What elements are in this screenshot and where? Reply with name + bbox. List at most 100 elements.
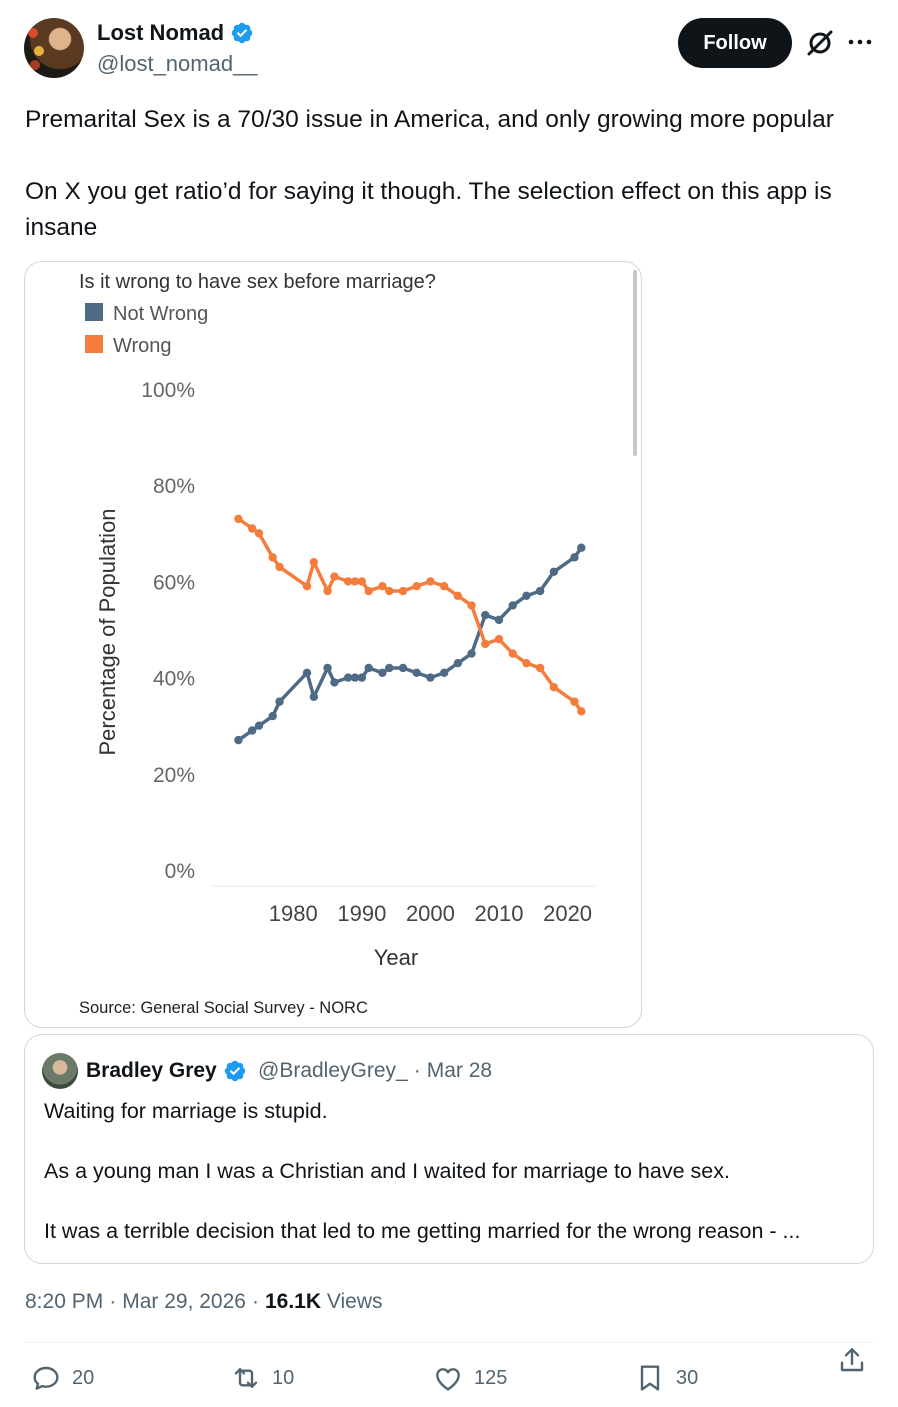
- author-handle[interactable]: @lost_nomad__: [97, 51, 258, 76]
- data-point-not-wrong: [323, 663, 332, 673]
- data-point-not-wrong: [330, 678, 339, 687]
- quote-separator: ·: [413, 1059, 421, 1082]
- reply-button[interactable]: 20: [30, 1362, 94, 1394]
- quote-paragraph: Waiting for marriage is stupid.: [44, 1099, 328, 1123]
- quote-handle[interactable]: @BradleyGrey_: [258, 1059, 408, 1082]
- verified-badge-icon: [224, 1060, 245, 1082]
- data-point-wrong: [570, 697, 579, 706]
- data-point-wrong: [467, 601, 476, 610]
- data-point-wrong: [426, 577, 435, 586]
- y-tick-label: 60%: [153, 571, 195, 594]
- data-point-wrong: [247, 524, 257, 533]
- divider: [24, 1342, 874, 1343]
- chart-scrollbar[interactable]: [633, 270, 637, 456]
- quote-text: Waiting for marriage is stupid. As a you…: [44, 1096, 859, 1246]
- quote-tweet-card[interactable]: [24, 1034, 874, 1264]
- data-point-wrong: [577, 707, 586, 716]
- y-tick-label: 40%: [153, 668, 195, 691]
- verified-badge-icon: [231, 22, 253, 44]
- data-point-not-wrong: [350, 673, 360, 682]
- data-point-wrong: [522, 658, 531, 668]
- data-point-not-wrong: [378, 668, 387, 677]
- data-point-not-wrong: [535, 586, 545, 596]
- quote-paragraph: It was a terrible decision that led to m…: [44, 1219, 801, 1243]
- views-group[interactable]: 16.1K Views: [265, 1290, 383, 1314]
- quote-author-name-text[interactable]: Bradley Grey: [86, 1059, 217, 1082]
- data-point-wrong: [309, 557, 319, 567]
- tweet-paragraph: Premarital Sex is a 70/30 issue in Ameri…: [25, 106, 834, 133]
- views-count: 16.1K: [264, 1290, 322, 1313]
- data-point-not-wrong: [268, 711, 277, 721]
- data-point-not-wrong: [343, 673, 353, 682]
- tweet-date[interactable]: Mar 29, 2026: [122, 1290, 246, 1313]
- data-point-not-wrong: [234, 735, 243, 745]
- data-point-wrong: [357, 577, 367, 586]
- x-tick-label: 2000: [406, 901, 455, 926]
- like-button[interactable]: 125: [432, 1362, 507, 1394]
- share-icon: [840, 1348, 864, 1372]
- data-point-wrong: [302, 582, 312, 591]
- x-tick-label: 1990: [337, 901, 386, 926]
- data-point-not-wrong: [412, 668, 421, 677]
- tweet-paragraph: On X you get ratio’d for saying it thoug…: [25, 178, 832, 241]
- data-point-wrong: [535, 663, 545, 673]
- timestamp-separator: ·: [251, 1290, 259, 1313]
- data-point-wrong: [481, 639, 490, 649]
- data-point-wrong: [254, 529, 264, 538]
- bookmark-count: 30: [676, 1366, 699, 1389]
- data-point-not-wrong: [453, 658, 463, 668]
- data-point-not-wrong: [522, 591, 531, 601]
- timestamp-separator: ·: [109, 1290, 117, 1313]
- quote-paragraph: As a young man I was a Christian and I w…: [44, 1159, 730, 1183]
- repost-button[interactable]: 10: [230, 1362, 294, 1394]
- data-point-not-wrong: [549, 567, 559, 576]
- data-point-not-wrong: [467, 649, 476, 658]
- bookmark-icon: [640, 1365, 660, 1391]
- data-point-not-wrong: [398, 663, 408, 673]
- legend-swatch-wrong: [85, 335, 103, 353]
- legend-swatch-not-wrong: [85, 303, 103, 321]
- data-point-not-wrong: [275, 697, 284, 706]
- data-point-not-wrong: [309, 692, 319, 702]
- bookmark-button[interactable]: 30: [634, 1362, 698, 1394]
- tweet-text: Premarital Sex is a 70/30 issue in Ameri…: [25, 102, 875, 246]
- like-count: 125: [474, 1366, 508, 1389]
- data-point-not-wrong: [570, 553, 579, 562]
- series-line-not-wrong: [237, 546, 583, 742]
- y-tick-label: 0%: [165, 860, 195, 883]
- reply-icon: [33, 1366, 59, 1390]
- chart-image[interactable]: Is it wrong to have sex before marriage?…: [24, 261, 642, 1028]
- data-point-not-wrong: [302, 668, 312, 677]
- data-point-not-wrong: [364, 663, 373, 673]
- author-avatar[interactable]: [24, 18, 84, 78]
- author-name[interactable]: Lost Nomad: [97, 20, 254, 46]
- author-name-text[interactable]: Lost Nomad: [97, 20, 225, 45]
- data-point-wrong: [453, 591, 463, 601]
- data-point-wrong: [275, 562, 284, 572]
- y-tick-label: 20%: [153, 764, 195, 787]
- data-point-wrong: [343, 577, 353, 586]
- legend-label-not-wrong: Not Wrong: [113, 303, 208, 325]
- data-point-not-wrong: [577, 543, 586, 552]
- tweet-time[interactable]: 8:20 PM: [25, 1290, 104, 1313]
- x-axis-label: Year: [374, 945, 418, 970]
- x-tick-label: 1980: [269, 901, 318, 926]
- data-point-not-wrong: [254, 721, 264, 730]
- chart-title: Is it wrong to have sex before marriage?: [79, 271, 436, 293]
- quote-date[interactable]: Mar 28: [426, 1059, 493, 1082]
- like-icon: [436, 1368, 460, 1391]
- legend-label-wrong: Wrong: [113, 335, 172, 357]
- quote-avatar[interactable]: [42, 1053, 78, 1089]
- series-line-wrong: [237, 517, 583, 713]
- quote-meta: @BradleyGrey_ · Mar 28: [258, 1059, 492, 1083]
- data-point-not-wrong: [439, 668, 449, 677]
- quote-author-name[interactable]: Bradley Grey: [86, 1059, 247, 1083]
- grok-icon[interactable]: [804, 27, 836, 59]
- data-point-not-wrong: [357, 673, 367, 682]
- y-tick-label: 80%: [153, 475, 195, 498]
- tweet-timestamp: 8:20 PM · Mar 29, 2026 · 16.1K Views: [25, 1290, 383, 1314]
- data-point-not-wrong: [247, 726, 257, 735]
- follow-button[interactable]: Follow: [678, 18, 792, 68]
- share-button[interactable]: [836, 1344, 868, 1376]
- more-icon[interactable]: [846, 28, 874, 56]
